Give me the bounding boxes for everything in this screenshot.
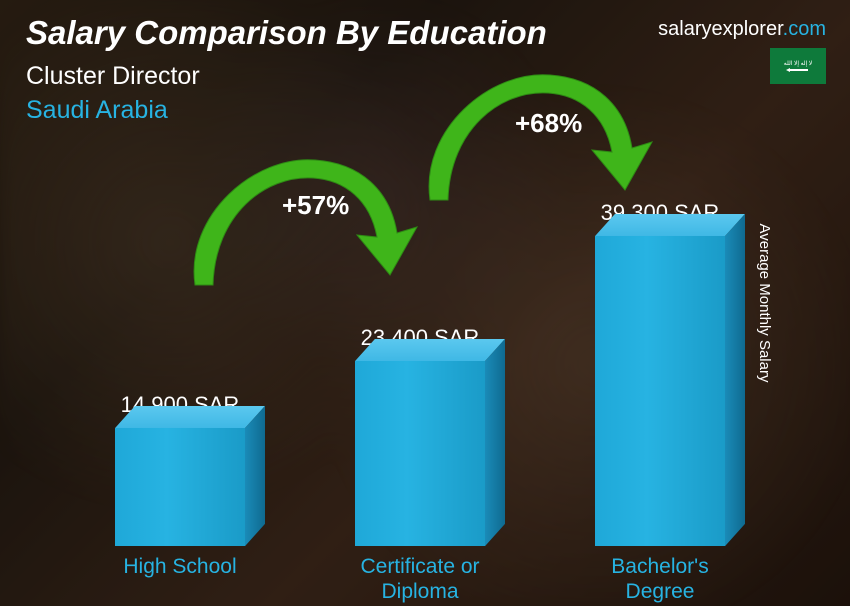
bar-label-0: High School xyxy=(85,554,275,579)
bar-2 xyxy=(595,236,725,546)
bar-top-face xyxy=(355,339,505,361)
bar-group-0: 14,900 SARHigh School xyxy=(115,392,245,546)
bar-side-face xyxy=(725,214,745,546)
bar-1 xyxy=(355,361,485,546)
bar-side-face xyxy=(485,339,505,546)
growth-pct-1: +68% xyxy=(515,108,582,139)
bar-front-face xyxy=(115,428,245,546)
bar-front-face xyxy=(355,361,485,546)
brand-suffix: .com xyxy=(783,18,826,40)
bar-group-2: 39,300 SARBachelor's Degree xyxy=(595,200,725,546)
svg-text:لا إله إلا الله: لا إله إلا الله xyxy=(784,60,812,67)
brand-name: salaryexplorer xyxy=(658,18,783,40)
bar-top-face xyxy=(115,406,265,428)
growth-pct-0: +57% xyxy=(282,190,349,221)
bar-label-2: Bachelor's Degree xyxy=(565,554,755,604)
content-layer: Salary Comparison By Education Cluster D… xyxy=(0,0,850,606)
page-subtitle: Cluster Director xyxy=(26,62,200,91)
country-label: Saudi Arabia xyxy=(26,96,168,125)
bar-side-face xyxy=(245,406,265,546)
bar-front-face xyxy=(595,236,725,546)
bar-chart: 14,900 SARHigh School 23,400 SARCertifica… xyxy=(60,146,780,546)
saudi-flag-icon: لا إله إلا الله xyxy=(770,48,826,84)
brand-logo: salaryexplorer.com xyxy=(658,18,826,41)
bar-group-1: 23,400 SARCertificate or Diploma xyxy=(355,325,485,546)
bar-label-1: Certificate or Diploma xyxy=(325,554,515,604)
page-title: Salary Comparison By Education xyxy=(26,14,547,52)
bar-0 xyxy=(115,428,245,546)
bar-top-face xyxy=(595,214,745,236)
